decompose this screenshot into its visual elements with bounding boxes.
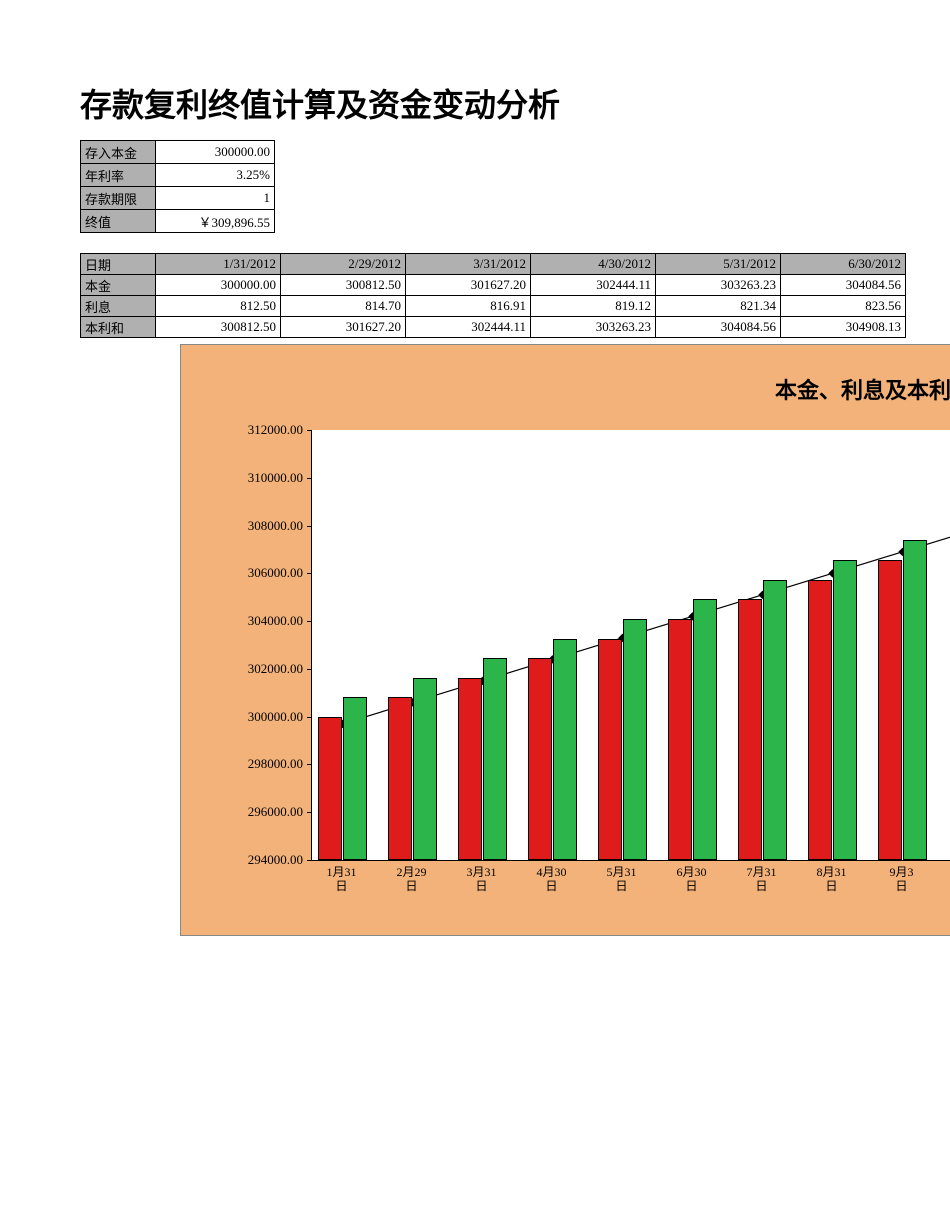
table-data-cell: 303263.23: [531, 317, 656, 338]
chart-xtick-label: 5月31日: [600, 865, 644, 894]
chart-bar-principal: [808, 580, 832, 860]
table-data-cell: 816.91: [406, 296, 531, 317]
table-data-cell: 302444.11: [406, 317, 531, 338]
table-header-cell: 1/31/2012: [156, 254, 281, 275]
chart-ytick-label: 312000.00: [248, 422, 303, 438]
table-row-label: 本利和: [81, 317, 156, 338]
chart-bar-principal: [528, 658, 552, 860]
table-data-cell: 823.56: [781, 296, 906, 317]
chart-ytick-label: 308000.00: [248, 518, 303, 534]
table-data-cell: 300812.50: [156, 317, 281, 338]
chart-bar-principal: [598, 639, 622, 860]
table-header-cell: 6/30/2012: [781, 254, 906, 275]
chart-ytick-label: 294000.00: [248, 852, 303, 868]
chart-bar-principal: [318, 717, 342, 860]
param-term-label: 存款期限: [81, 187, 156, 210]
chart-bar-principal: [388, 697, 412, 860]
chart-xtick-label: 8月31日: [810, 865, 854, 894]
chart-plot-area: [311, 430, 950, 861]
table-data-cell: 304908.13: [781, 317, 906, 338]
chart-xtick-label: 7月31日: [740, 865, 784, 894]
table-row-label: 利息: [81, 296, 156, 317]
chart-bar-total: [833, 560, 857, 860]
param-term-value: 1: [156, 187, 275, 210]
table-data-cell: 304084.56: [656, 317, 781, 338]
chart-xtick-label: 6月30日: [670, 865, 714, 894]
chart-ytick-label: 310000.00: [248, 470, 303, 486]
table-data-cell: 300812.50: [281, 275, 406, 296]
table-data-cell: 812.50: [156, 296, 281, 317]
chart-ytick-label: 302000.00: [248, 661, 303, 677]
parameter-table: 存入本金 300000.00 年利率 3.25% 存款期限 1 终值 ￥309,…: [80, 140, 275, 233]
chart-ytick-label: 306000.00: [248, 565, 303, 581]
table-header-cell: 4/30/2012: [531, 254, 656, 275]
chart-bar-total: [903, 540, 927, 860]
page-title: 存款复利终值计算及资金变动分析: [80, 80, 950, 126]
table-data-cell: 301627.20: [281, 317, 406, 338]
table-data-cell: 302444.11: [531, 275, 656, 296]
chart-bar-principal: [738, 599, 762, 860]
chart-xtick-label: 4月30日: [530, 865, 574, 894]
table-header-cell: 5/31/2012: [656, 254, 781, 275]
table-data-cell: 303263.23: [656, 275, 781, 296]
table-row-label: 日期: [81, 254, 156, 275]
table-row-label: 本金: [81, 275, 156, 296]
table-data-cell: 301627.20: [406, 275, 531, 296]
param-principal-value: 300000.00: [156, 141, 275, 164]
chart-ytick-label: 298000.00: [248, 756, 303, 772]
table-data-cell: 819.12: [531, 296, 656, 317]
chart-bar-total: [623, 619, 647, 860]
chart-ytick-label: 304000.00: [248, 613, 303, 629]
table-data-cell: 814.70: [281, 296, 406, 317]
monthly-data-table: 日期1/31/20122/29/20123/31/20124/30/20125/…: [80, 253, 906, 338]
chart-bar-total: [693, 599, 717, 860]
chart-bar-total: [553, 639, 577, 860]
chart-xtick-label: 3月31日: [460, 865, 504, 894]
chart-bar-total: [483, 658, 507, 860]
table-header-cell: 2/29/2012: [281, 254, 406, 275]
chart-title: 本金、利息及本利: [775, 373, 950, 405]
chart-bar-principal: [668, 619, 692, 860]
param-rate-value: 3.25%: [156, 164, 275, 187]
chart-bar-total: [763, 580, 787, 860]
table-header-cell: 3/31/2012: [406, 254, 531, 275]
param-rate-label: 年利率: [81, 164, 156, 187]
table-data-cell: 821.34: [656, 296, 781, 317]
chart-bar-principal: [458, 678, 482, 860]
table-data-cell: 304084.56: [781, 275, 906, 296]
chart-ytick-label: 296000.00: [248, 804, 303, 820]
chart-xtick-label: 9月3日: [880, 865, 924, 894]
chart-container: 本金、利息及本利 294000.00 296000.00 298000.00 3000…: [180, 344, 950, 936]
param-fv-value: ￥309,896.55: [156, 210, 275, 233]
param-fv-label: 终值: [81, 210, 156, 233]
chart-xtick-label: 2月29日: [390, 865, 434, 894]
chart-xtick-label: 1月31日: [320, 865, 364, 894]
table-data-cell: 300000.00: [156, 275, 281, 296]
param-principal-label: 存入本金: [81, 141, 156, 164]
chart-bar-total: [413, 678, 437, 860]
chart-ytick-label: 300000.00: [248, 709, 303, 725]
chart-bar-principal: [878, 560, 902, 860]
chart-bar-total: [343, 697, 367, 860]
